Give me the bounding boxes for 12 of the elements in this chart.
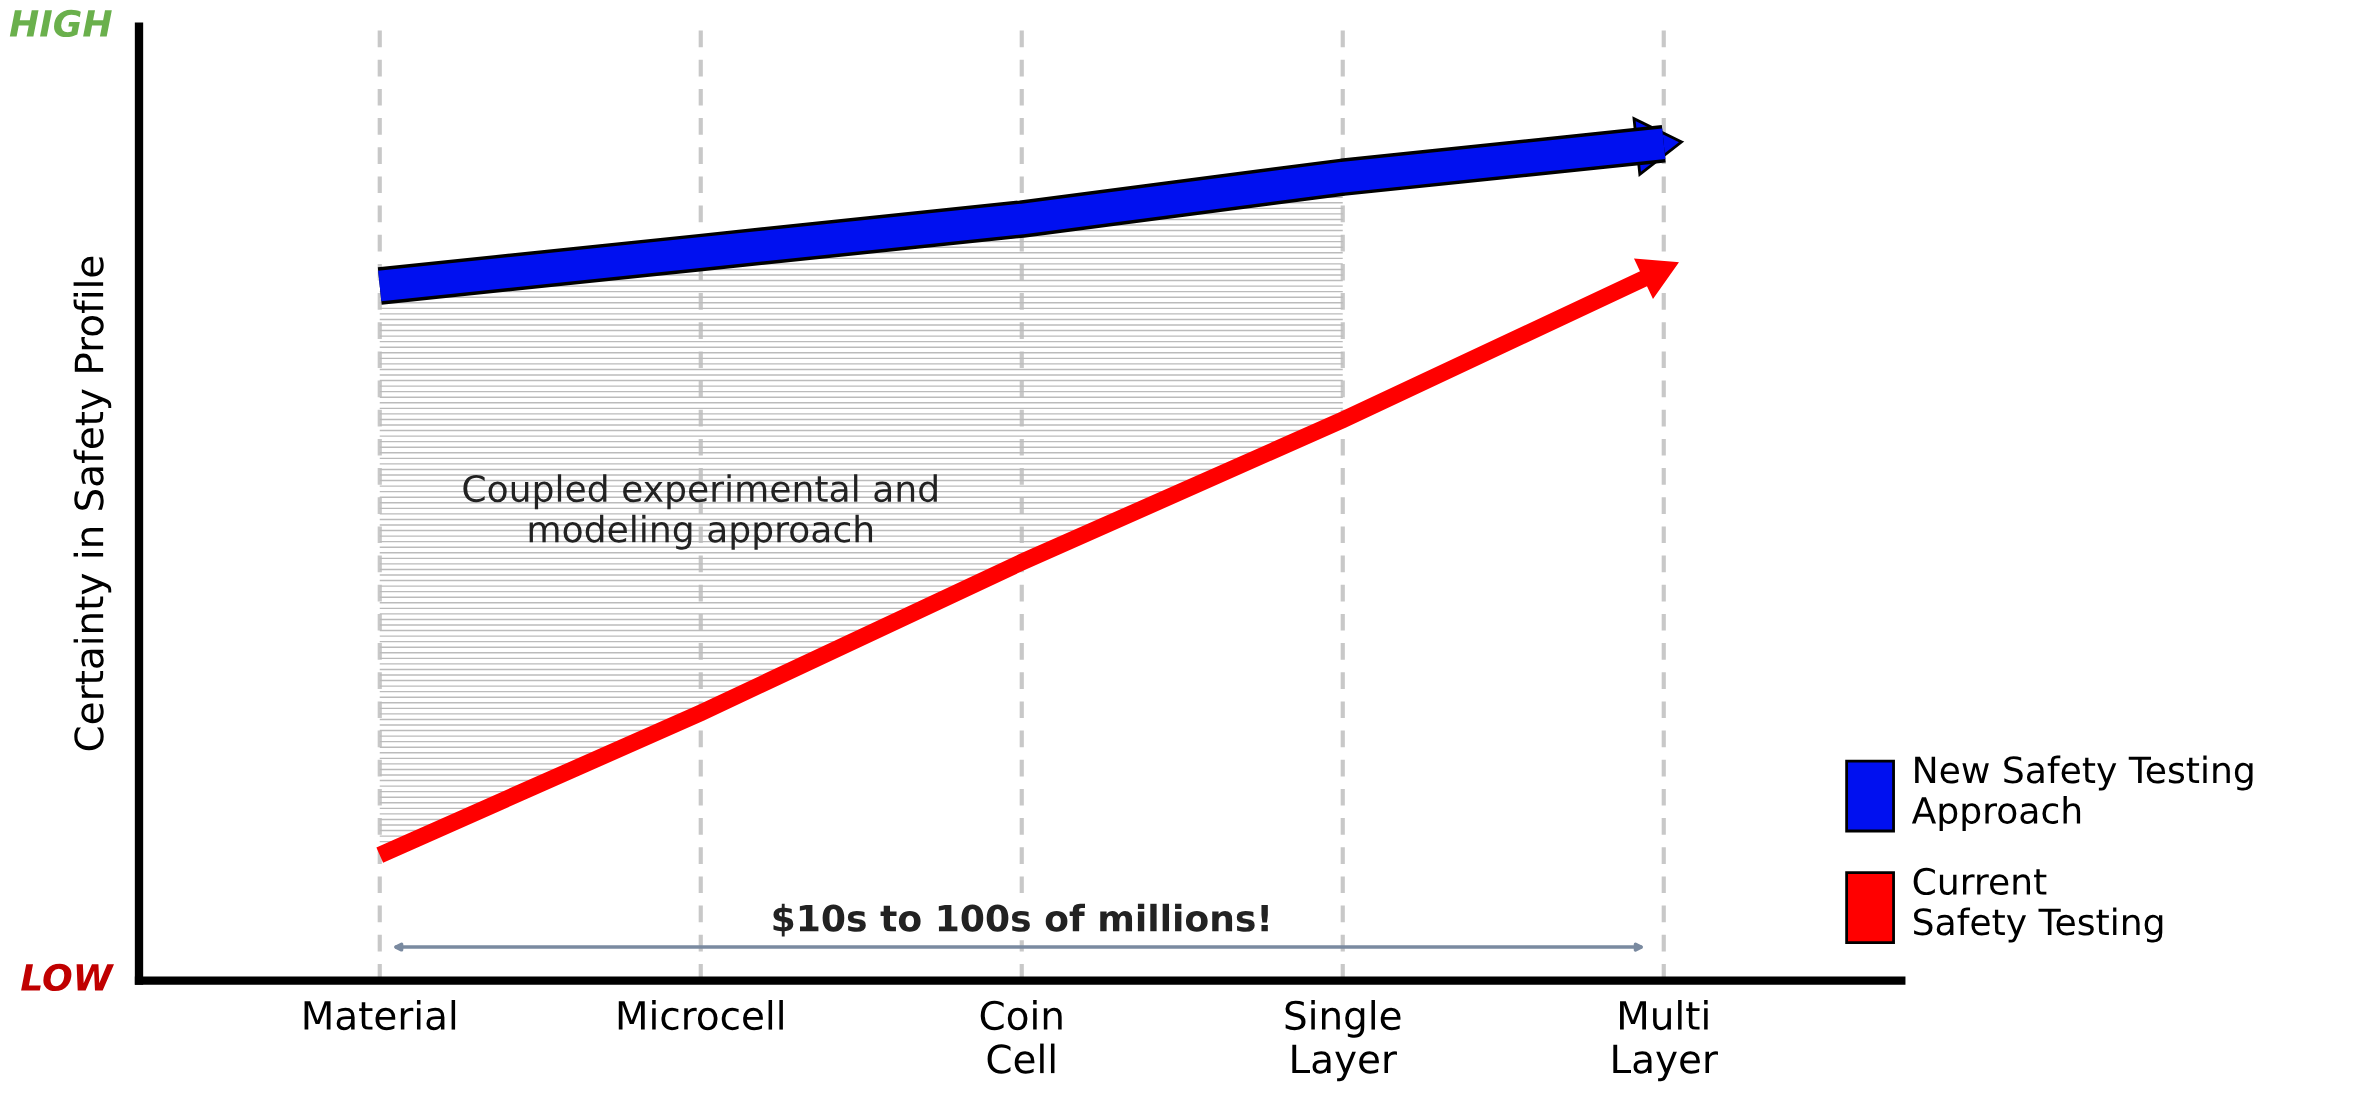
x-tick-label: Single Layer [1285, 1000, 1401, 1082]
y-axis-title: Certainty in Safety Profile [73, 256, 112, 751]
x-tick-label: Multi Layer [1613, 1000, 1718, 1082]
text: LOW [21, 963, 115, 992]
annotation: Coupled experimental and modeling approach [463, 474, 937, 550]
legend-label: New Safety Testing Approach [1911, 755, 2253, 831]
x-tick-label: Coin Cell [980, 1000, 1062, 1074]
text: HIGH [9, 9, 112, 38]
annotation: $10s to 100s of millions! [773, 903, 1268, 937]
x-tick-label: Microcell [618, 1000, 783, 1031]
x-tick-label: Material [304, 1000, 456, 1031]
legend-label: Current Safety Testing [1913, 867, 2163, 943]
